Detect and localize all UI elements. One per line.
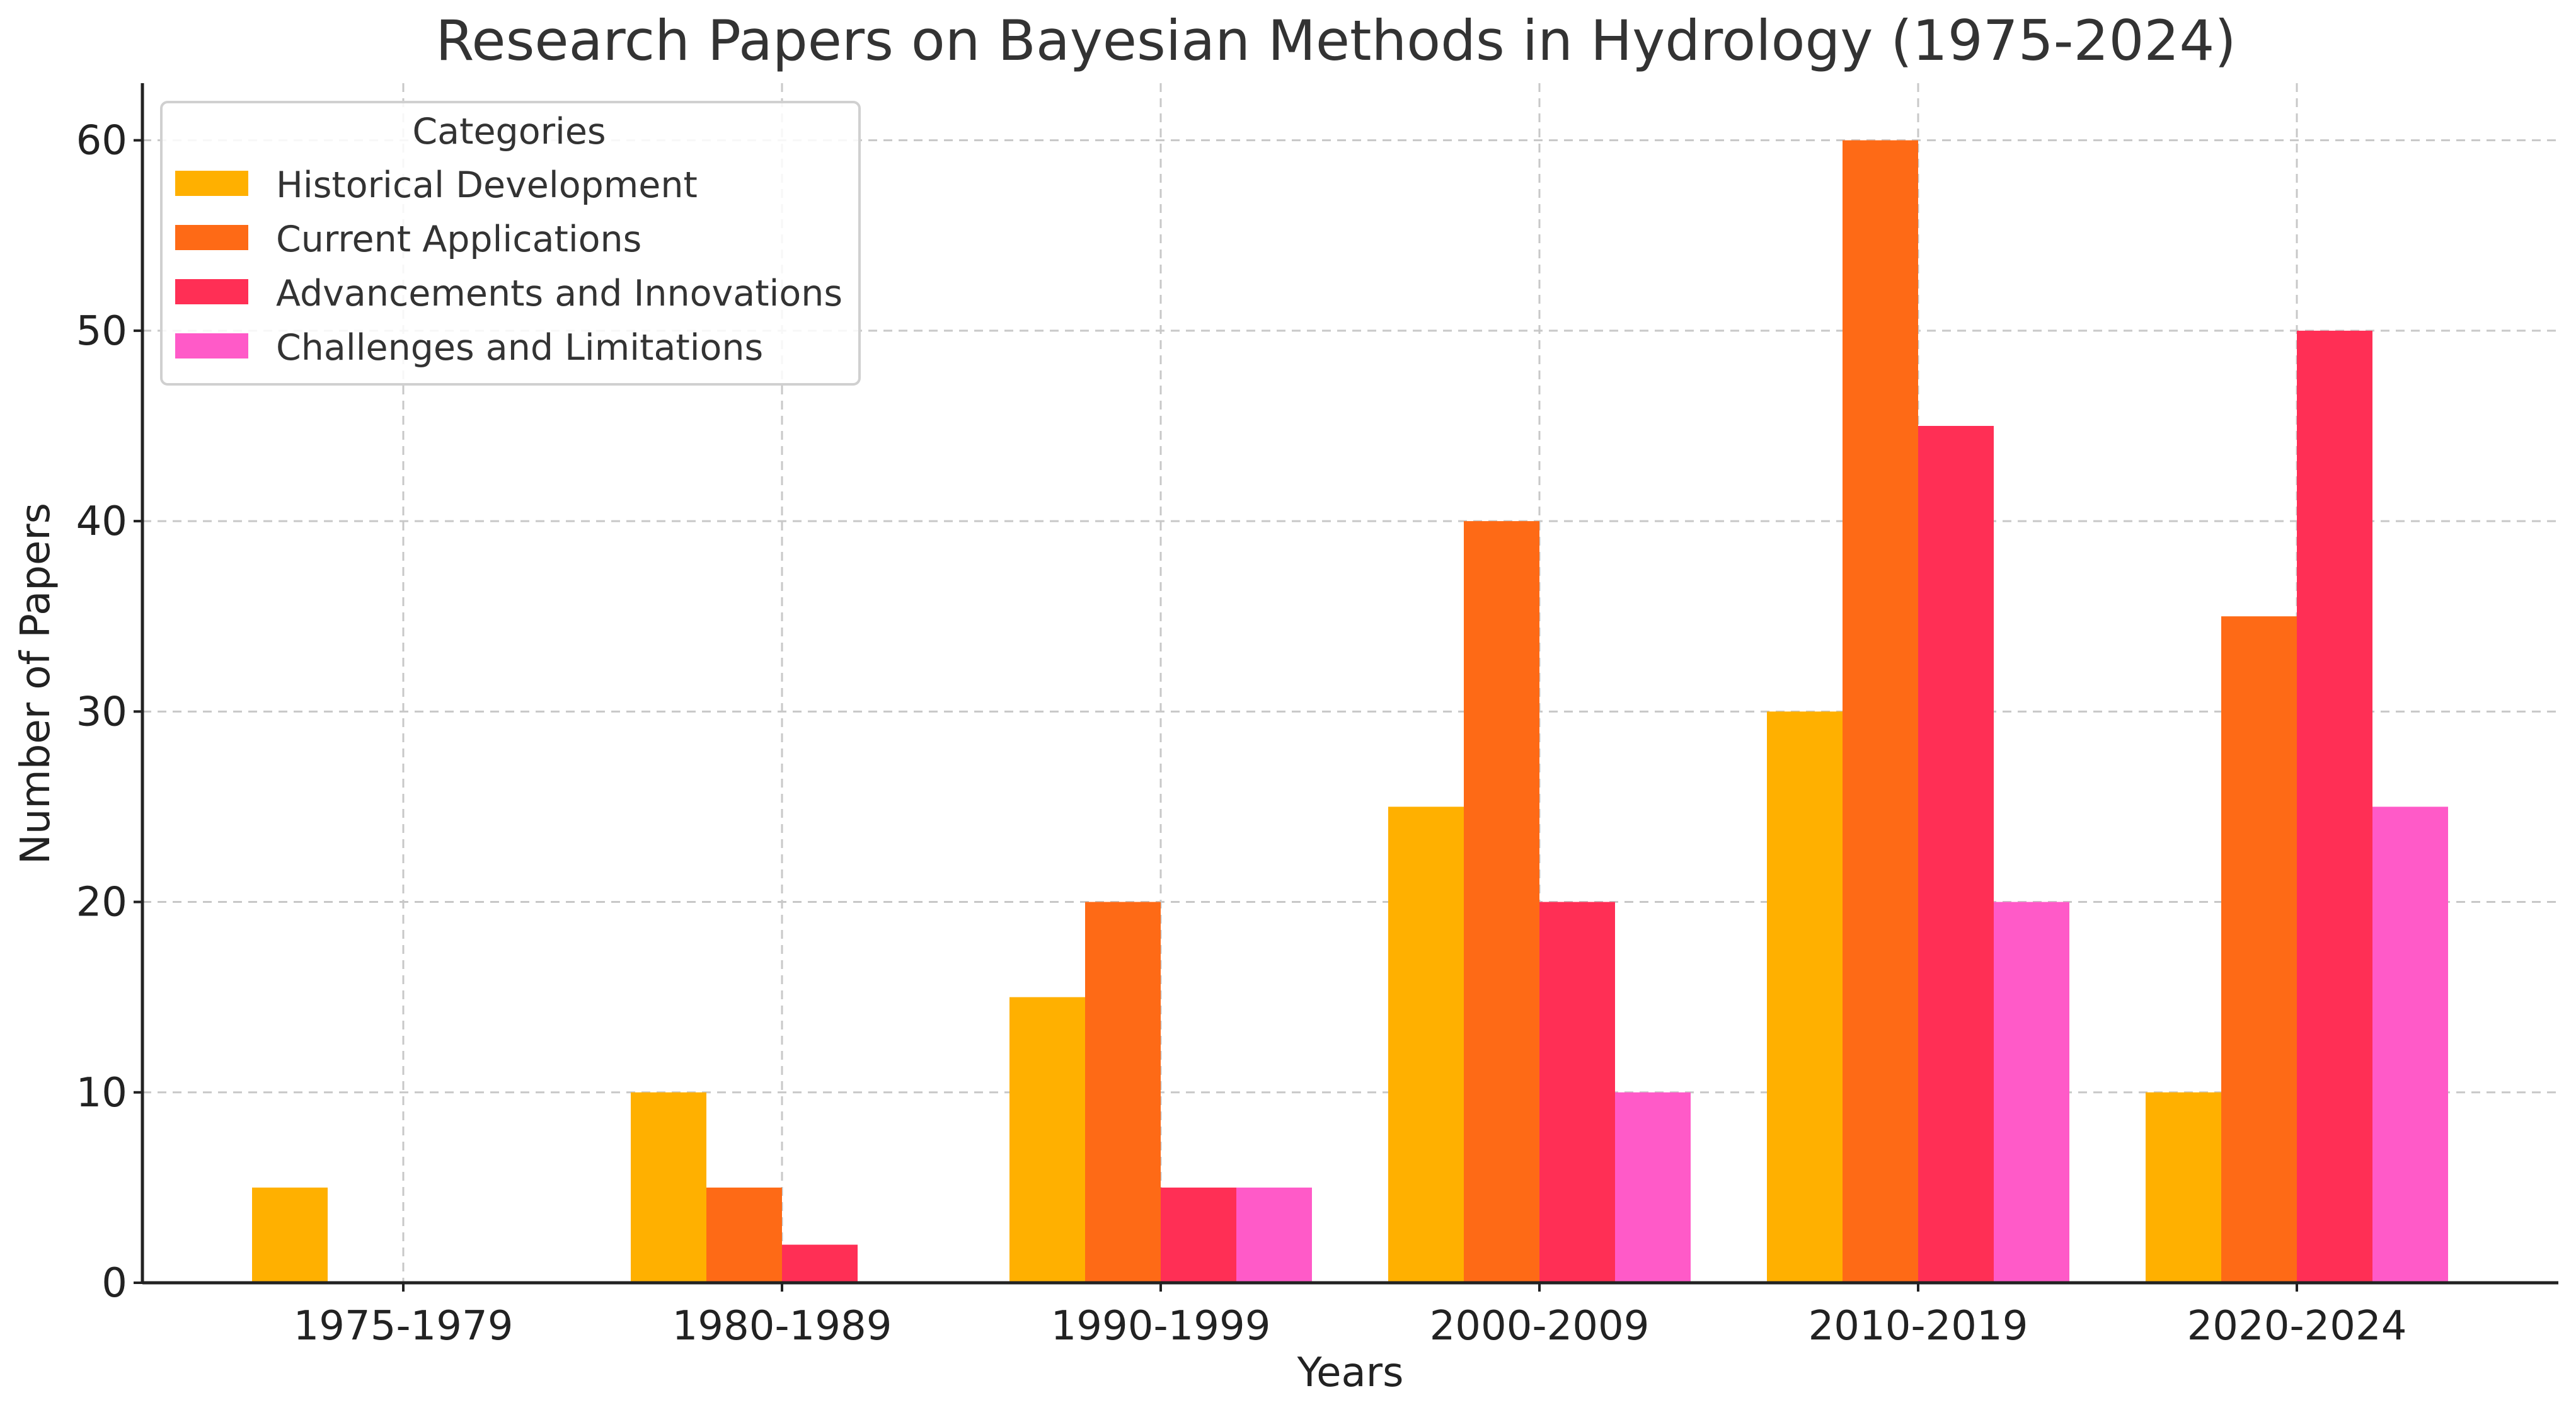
x-tick-label: 1975-1979 [294, 1303, 514, 1350]
bar-advancements-and-innovations-1980-1989 [782, 1244, 858, 1283]
axes [134, 83, 2558, 1292]
bar-historical-development-2020-2024 [2146, 1092, 2221, 1283]
bar-current-applications-2000-2009 [1464, 521, 1539, 1283]
y-tick-label: 60 [76, 118, 127, 164]
tick-labels: 0 10 20 30 40 50 60 1975-1979 1980-1989 1990-1999… [76, 118, 2407, 1350]
legend-swatch [175, 279, 248, 304]
legend-label: Advancements and Innovations [276, 273, 842, 314]
y-tick-label: 50 [76, 308, 127, 355]
bars [252, 140, 2448, 1283]
y-tick-label: 10 [76, 1070, 127, 1116]
chart-title: Research Papers on Bayesian Methods in H… [435, 8, 2236, 73]
x-axis-label: Years [1297, 1350, 1404, 1396]
bar-advancements-and-innovations-1990-1999 [1161, 1187, 1236, 1283]
y-tick-label: 30 [76, 689, 127, 735]
y-tick-label: 40 [76, 498, 127, 545]
bar-advancements-and-innovations-2000-2009 [1539, 902, 1615, 1283]
bar-historical-development-1975-1979 [252, 1187, 328, 1283]
x-tick-label: 1990-1999 [1051, 1303, 1271, 1350]
bar-historical-development-2010-2019 [1767, 711, 1843, 1283]
bar-historical-development-1990-1999 [1009, 997, 1085, 1283]
bar-advancements-and-innovations-2010-2019 [1918, 426, 1994, 1283]
y-tick-label: 0 [101, 1260, 127, 1307]
x-tick-label: 2010-2019 [1808, 1303, 2028, 1350]
bar-challenges-and-limitations-2020-2024 [2372, 806, 2448, 1283]
bar-advancements-and-innovations-2020-2024 [2297, 330, 2372, 1283]
bar-current-applications-2010-2019 [1843, 140, 1918, 1283]
x-tick-label: 2020-2024 [2187, 1303, 2407, 1350]
legend-label: Challenges and Limitations [276, 327, 763, 369]
bar-historical-development-1980-1989 [631, 1092, 706, 1283]
bar-current-applications-1990-1999 [1085, 902, 1161, 1283]
y-tick-label: 20 [76, 880, 127, 926]
legend-label: Historical Development [276, 164, 698, 206]
legend-title: Categories [412, 111, 606, 152]
legend: Categories Historical Development Current… [160, 101, 861, 386]
bar-challenges-and-limitations-1990-1999 [1236, 1187, 1312, 1283]
bar-challenges-and-limitations-2010-2019 [1994, 902, 2069, 1283]
bar-challenges-and-limitations-2000-2009 [1615, 1092, 1691, 1283]
legend-frame [160, 101, 861, 386]
bar-current-applications-2020-2024 [2221, 616, 2297, 1283]
x-tick-label: 2000-2009 [1430, 1303, 1650, 1350]
legend-swatch [175, 225, 248, 250]
bar-current-applications-1980-1989 [706, 1187, 782, 1283]
legend-label: Current Applications [276, 219, 641, 260]
legend-swatch [175, 171, 248, 196]
x-tick-label: 1980-1989 [672, 1303, 892, 1350]
bar-historical-development-2000-2009 [1388, 806, 1464, 1283]
y-axis-label: Number of Papers [13, 503, 59, 864]
legend-swatch [175, 333, 248, 358]
